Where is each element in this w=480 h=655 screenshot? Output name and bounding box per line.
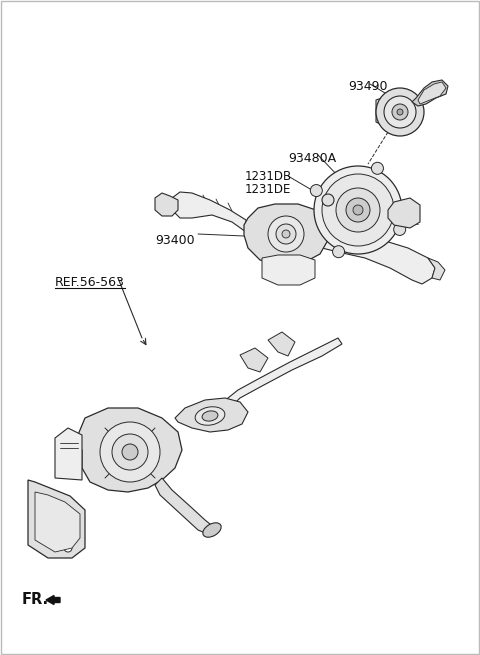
Circle shape — [310, 185, 322, 196]
Text: 93490: 93490 — [348, 80, 387, 93]
Circle shape — [64, 544, 72, 552]
Circle shape — [392, 104, 408, 120]
Circle shape — [276, 224, 296, 244]
Circle shape — [353, 205, 363, 215]
Circle shape — [112, 434, 148, 470]
Text: 93400: 93400 — [155, 234, 194, 247]
Circle shape — [372, 162, 384, 174]
Text: 1231DB: 1231DB — [245, 170, 292, 183]
Circle shape — [384, 96, 416, 128]
Text: FR.: FR. — [22, 592, 49, 607]
Polygon shape — [318, 230, 435, 284]
Polygon shape — [244, 204, 328, 265]
Polygon shape — [155, 193, 178, 216]
Polygon shape — [418, 82, 446, 104]
Text: 1231DE: 1231DE — [245, 183, 291, 196]
Circle shape — [333, 246, 345, 257]
FancyArrow shape — [46, 595, 60, 605]
Ellipse shape — [202, 411, 218, 421]
Circle shape — [322, 174, 394, 246]
Circle shape — [314, 166, 402, 254]
Polygon shape — [155, 478, 215, 535]
Circle shape — [322, 194, 334, 206]
Polygon shape — [268, 332, 295, 356]
Circle shape — [100, 422, 160, 482]
Polygon shape — [388, 198, 420, 228]
Ellipse shape — [195, 407, 225, 425]
Text: 93480A: 93480A — [288, 152, 336, 165]
Polygon shape — [28, 480, 85, 558]
Circle shape — [376, 88, 424, 136]
Circle shape — [394, 223, 406, 235]
Polygon shape — [75, 408, 182, 492]
Text: REF.56-563: REF.56-563 — [55, 276, 125, 289]
Circle shape — [346, 198, 370, 222]
Polygon shape — [172, 192, 246, 232]
Polygon shape — [376, 96, 398, 128]
Circle shape — [268, 216, 304, 252]
Ellipse shape — [203, 523, 221, 537]
Polygon shape — [412, 80, 448, 106]
Polygon shape — [240, 348, 268, 372]
Circle shape — [397, 109, 403, 115]
Circle shape — [336, 188, 380, 232]
Polygon shape — [262, 255, 315, 285]
Polygon shape — [175, 398, 248, 432]
Circle shape — [122, 444, 138, 460]
Polygon shape — [55, 428, 82, 480]
Polygon shape — [222, 338, 342, 408]
Circle shape — [37, 530, 47, 540]
Circle shape — [282, 230, 290, 238]
Circle shape — [37, 497, 47, 507]
Polygon shape — [428, 258, 445, 280]
Polygon shape — [35, 492, 80, 552]
